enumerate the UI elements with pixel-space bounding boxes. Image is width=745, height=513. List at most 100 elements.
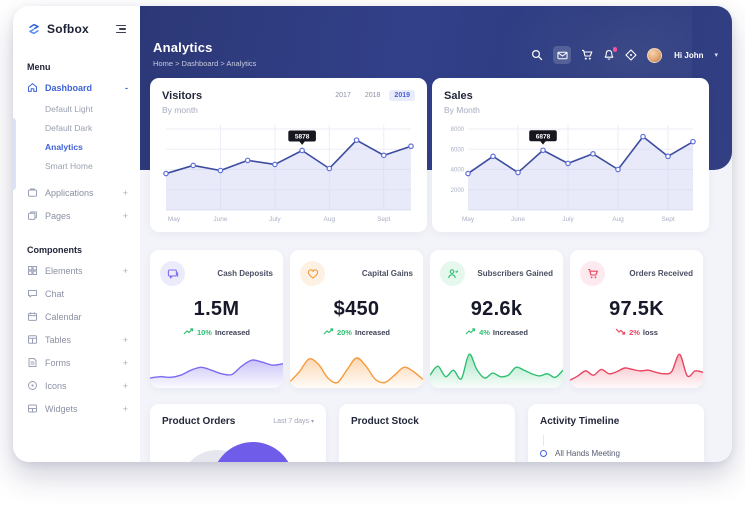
trend-label: loss xyxy=(642,328,658,337)
sidebar-item-pages[interactable]: Pages + xyxy=(13,204,140,227)
sales-subtitle: By Month xyxy=(444,105,480,115)
sidebar-item-dashboard[interactable]: Dashboard - xyxy=(13,76,140,99)
kpi-label: Capital Gains xyxy=(361,269,413,278)
sidebar-item-forms[interactable]: Forms + xyxy=(13,351,140,374)
trend-down-icon xyxy=(615,328,626,337)
product-orders-donut-chart xyxy=(178,440,298,462)
sidebar-item-widgets[interactable]: Widgets + xyxy=(13,397,140,420)
expand-indicator: + xyxy=(122,210,128,221)
trend-up-icon xyxy=(183,328,194,337)
svg-text:8000: 8000 xyxy=(451,127,465,133)
svg-text:Sept: Sept xyxy=(661,216,675,223)
timeline-connector xyxy=(543,435,544,446)
chevron-down-icon: ▾ xyxy=(310,419,314,425)
user-greeting: Hi John xyxy=(674,50,704,60)
sidebar-item-label: Tables xyxy=(45,334,72,345)
sidebar-subitem-default-dark[interactable]: Default Dark xyxy=(45,122,93,133)
sales-line-chart: 2000 4000 6000 8000 May June July Aug Sept 6878 xyxy=(451,125,696,223)
message-icon xyxy=(160,261,185,286)
page-title: Analytics xyxy=(153,40,213,55)
collapse-indicator: - xyxy=(125,82,128,93)
main-content: Analytics Home > Dashboard > Analytics xyxy=(140,6,732,462)
sidebar-item-label: Elements xyxy=(45,265,83,276)
notifications-bell-icon[interactable] xyxy=(603,47,618,61)
user-icon xyxy=(440,261,465,286)
sidebar-item-tables[interactable]: Tables + xyxy=(13,328,140,351)
sofbox-logo-icon xyxy=(27,22,41,36)
sidebar-item-chat[interactable]: Chat xyxy=(13,282,140,305)
timeline-item[interactable]: All Hands Meeting xyxy=(540,435,692,458)
sidebar: Sofbox Menu Dashboard - Default Light De… xyxy=(13,6,140,462)
svg-text:June: June xyxy=(511,216,525,223)
visitors-card: Visitors By month 2017 2018 2019 May June… xyxy=(150,78,427,232)
widgets-icon xyxy=(27,403,38,414)
sidebar-toggle-icon[interactable] xyxy=(114,23,128,35)
svg-text:July: July xyxy=(562,216,574,223)
sidebar-subitem-default-light[interactable]: Default Light xyxy=(45,103,93,114)
expand-indicator: + xyxy=(122,187,128,198)
kpi-card-capital-gains: Capital Gains $450 20% Increased xyxy=(290,250,423,388)
sidebar-item-icons[interactable]: Icons + xyxy=(13,374,140,397)
mail-icon[interactable] xyxy=(553,46,572,64)
logo-row: Sofbox xyxy=(13,6,140,36)
svg-text:Aug: Aug xyxy=(324,216,336,223)
sales-title: Sales xyxy=(444,90,473,102)
cash-deposits-sparkline xyxy=(150,359,283,388)
home-icon xyxy=(27,82,38,93)
app-name: Sofbox xyxy=(47,22,89,36)
sidebar-item-label: Icons xyxy=(45,380,67,391)
sidebar-item-applications[interactable]: Applications + xyxy=(13,181,140,204)
applications-icon xyxy=(27,187,38,198)
year-tabs: 2017 2018 2019 xyxy=(330,90,415,101)
svg-text:4000: 4000 xyxy=(451,168,465,174)
kpi-value: $450 xyxy=(333,298,380,320)
svg-text:Aug: Aug xyxy=(612,216,624,223)
sidebar-subitem-smart-home[interactable]: Smart Home xyxy=(45,160,93,171)
navigation-icon[interactable] xyxy=(625,49,637,61)
product-stock-card: Product Stock xyxy=(339,404,515,462)
cart-icon[interactable] xyxy=(581,49,593,61)
active-section-indicator xyxy=(13,118,16,190)
trend-label: Increased xyxy=(214,328,251,337)
timeline-dot xyxy=(540,450,547,457)
breadcrumb: Home > Dashboard > Analytics xyxy=(153,59,257,68)
trend-value: 10% xyxy=(196,328,212,337)
trend-label: Increased xyxy=(492,328,528,337)
pages-icon xyxy=(27,210,38,221)
tab-2018[interactable]: 2018 xyxy=(364,92,381,99)
kpi-card-subscribers-gained: Subscribers Gained 92.6k 4% Increased xyxy=(430,250,563,388)
visitors-line-chart: May June July Aug Sept 5878 xyxy=(163,125,414,223)
orders-sparkline xyxy=(570,353,703,388)
tab-2019[interactable]: 2019 xyxy=(389,90,415,101)
search-icon[interactable] xyxy=(531,49,543,61)
chat-icon xyxy=(27,288,38,299)
dashboard-submenu: Default Light Default Dark Analytics Sma… xyxy=(13,99,140,177)
trend-value: 20% xyxy=(336,328,352,337)
header-actions: Hi John ▾ xyxy=(531,46,718,64)
sidebar-item-label: Dashboard xyxy=(45,82,93,93)
tab-2017[interactable]: 2017 xyxy=(335,92,351,99)
kpi-value: 97.5K xyxy=(609,298,664,320)
tables-icon xyxy=(27,334,38,345)
date-range-dropdown[interactable]: Last 7 days ▾ xyxy=(273,418,314,425)
svg-text:May: May xyxy=(462,216,475,223)
expand-indicator: + xyxy=(122,265,128,276)
visitors-title: Visitors xyxy=(162,90,203,102)
sidebar-item-calendar[interactable]: Calendar xyxy=(13,305,140,328)
product-stock-title: Product Stock xyxy=(351,416,419,427)
kpi-label: Orders Received xyxy=(629,269,693,278)
menu-section-label: Menu xyxy=(27,62,51,72)
dashboard-window: Sofbox Menu Dashboard - Default Light De… xyxy=(13,6,732,462)
sidebar-item-label: Applications xyxy=(45,187,94,198)
trend-value: 4% xyxy=(479,328,490,337)
user-avatar[interactable] xyxy=(647,47,663,63)
sidebar-subitem-analytics[interactable]: Analytics xyxy=(45,141,83,152)
svg-text:6000: 6000 xyxy=(451,147,465,153)
kpi-card-cash-deposits: Cash Deposits 1.5M 10% Increased xyxy=(150,250,283,388)
capital-gains-sparkline xyxy=(290,357,423,388)
product-orders-card: Product Orders Last 7 days ▾ xyxy=(150,404,326,462)
sidebar-item-elements[interactable]: Elements + xyxy=(13,259,140,282)
user-menu-chevron-icon[interactable]: ▾ xyxy=(714,52,718,59)
calendar-icon xyxy=(27,311,38,322)
